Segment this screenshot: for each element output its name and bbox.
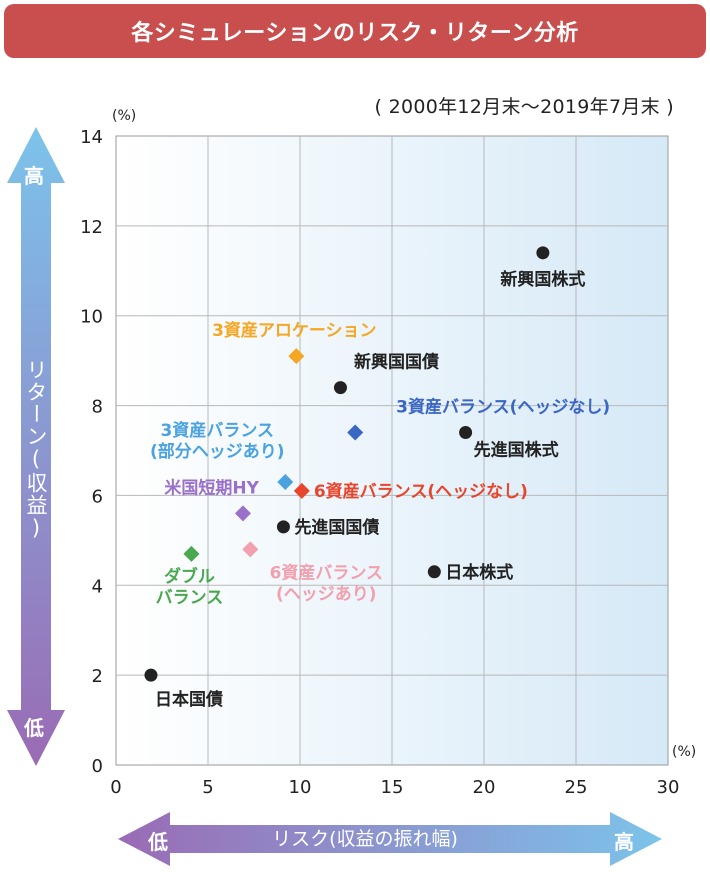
data-markers — [144, 246, 550, 682]
data-label: 3資産バランス(ヘッジなし) — [396, 397, 610, 418]
risk-axis-label: リスク(収益の振れ幅) — [272, 828, 458, 850]
risk-high-label: 高 — [614, 830, 634, 854]
data-label: 6資産バランス(ヘッジあり) — [270, 562, 384, 604]
data-label: 6資産バランス(ヘッジなし) — [314, 481, 528, 502]
grid-lines — [116, 136, 668, 765]
data-label: 先進国株式 — [474, 440, 559, 461]
data-point — [234, 505, 251, 522]
data-label: 米国短期HY — [164, 477, 259, 498]
data-point — [277, 473, 294, 490]
data-label: ダブルバランス — [156, 566, 224, 608]
data-label: 3資産バランス(部分ヘッジあり) — [150, 420, 285, 462]
data-label: 新興国株式 — [500, 269, 585, 290]
data-label: 先進国国債 — [294, 517, 379, 538]
return-axis-label: リターン(収益) — [24, 359, 48, 541]
x-tick-label: 15 — [381, 777, 404, 798]
data-point — [144, 668, 158, 682]
y-tick-label: 6 — [92, 486, 103, 507]
x-unit-label: (%) — [672, 744, 696, 760]
y-tick-label: 2 — [92, 666, 103, 687]
title-banner: 各シミュレーションのリスク・リターン分析 — [4, 4, 706, 58]
x-tick-label: 25 — [565, 777, 588, 798]
data-label: 3資産アロケーション — [212, 320, 377, 341]
period-label: ( 2000年12月末〜2019年7月末 ) — [374, 96, 674, 118]
y-tick-label: 12 — [80, 217, 103, 238]
data-point — [536, 246, 550, 260]
x-tick-label: 5 — [202, 777, 213, 798]
y-tick-labels: 0 2 4 6 8 10 12 14 — [80, 127, 103, 777]
risk-low-label: 低 — [148, 830, 168, 854]
y-tick-label: 4 — [92, 576, 103, 597]
data-point — [347, 424, 364, 441]
data-point — [427, 565, 441, 579]
y-tick-label: 14 — [80, 127, 103, 148]
data-label: 日本国債 — [155, 689, 223, 710]
data-point — [459, 426, 473, 440]
y-tick-label: 0 — [92, 756, 103, 777]
chart-title: 各シミュレーションのリスク・リターン分析 — [131, 21, 579, 46]
x-tick-label: 10 — [289, 777, 312, 798]
data-point — [333, 381, 347, 395]
data-point — [183, 545, 200, 562]
data-point — [242, 541, 259, 558]
data-point — [288, 348, 305, 365]
risk-axis-arrow — [118, 812, 662, 866]
data-label: 新興国国債 — [354, 352, 439, 373]
y-tick-label: 10 — [80, 307, 103, 328]
return-high-label: 高 — [24, 164, 44, 188]
x-tick-label: 30 — [657, 777, 680, 798]
return-axis-arrow — [7, 127, 65, 766]
data-point — [276, 520, 290, 534]
y-unit-label: (%) — [112, 108, 136, 124]
return-low-label: 低 — [24, 716, 44, 740]
x-tick-labels: 0 5 10 15 20 25 30 — [110, 777, 679, 798]
data-label: 日本株式 — [445, 562, 513, 583]
x-tick-label: 20 — [473, 777, 496, 798]
x-tick-label: 0 — [110, 777, 121, 798]
y-tick-label: 8 — [92, 397, 103, 418]
data-point — [293, 482, 310, 499]
